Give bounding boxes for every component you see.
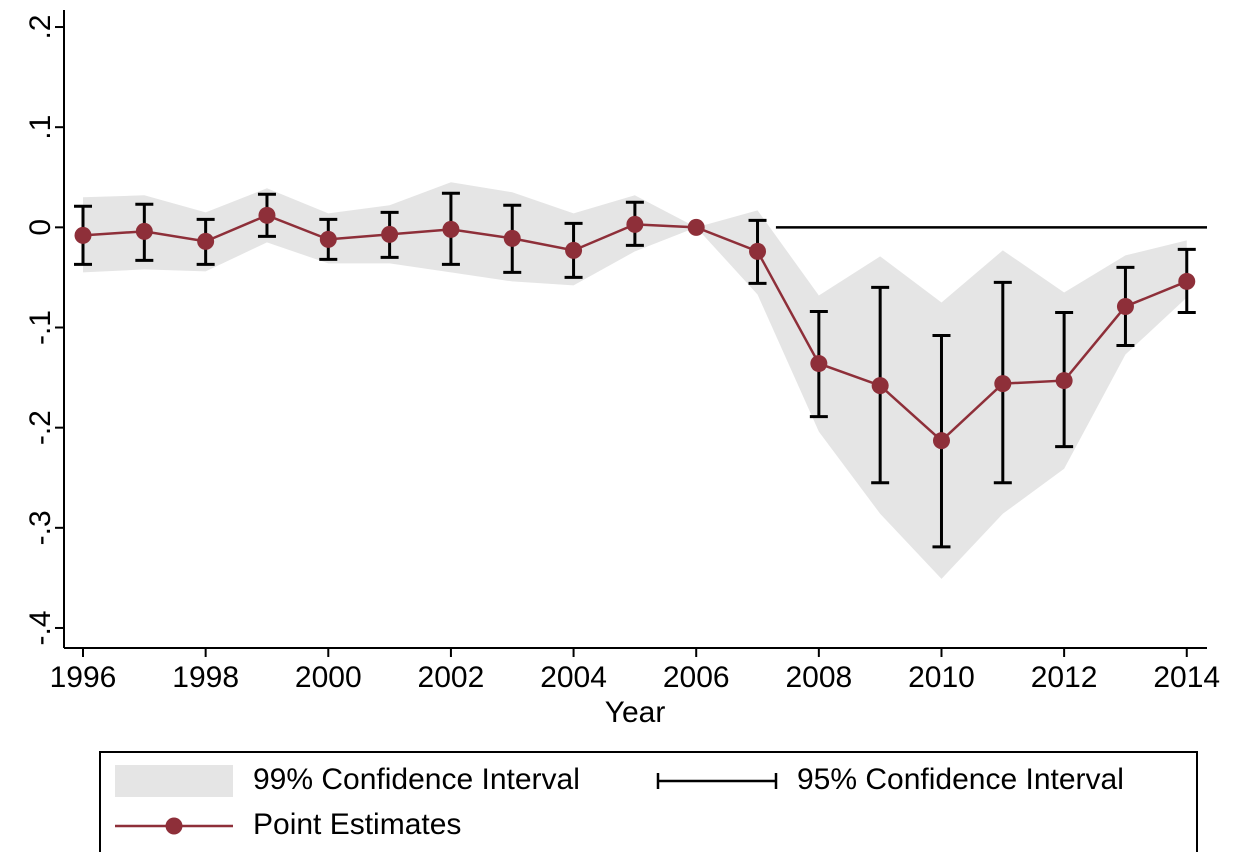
estimate-point xyxy=(197,232,215,250)
estimate-point xyxy=(871,377,889,395)
x-axis-title: Year xyxy=(605,696,666,729)
x-tick-label: 2002 xyxy=(418,661,485,694)
y-tick-label: -.2 xyxy=(24,410,57,445)
estimate-point xyxy=(932,432,950,450)
estimate-point xyxy=(749,242,767,260)
x-tick-label: 1998 xyxy=(172,661,239,694)
x-tick-label: 2006 xyxy=(663,661,730,694)
estimate-point xyxy=(565,241,583,259)
x-tick-label: 2000 xyxy=(295,661,362,694)
legend-box xyxy=(99,751,1198,852)
y-tick-label: -.1 xyxy=(24,310,57,345)
estimate-point xyxy=(626,215,644,233)
estimate-point xyxy=(135,222,153,240)
y-tick-label: -.3 xyxy=(24,510,57,545)
legend-swatch xyxy=(115,765,233,797)
y-tick-label: .1 xyxy=(24,115,57,140)
estimate-point xyxy=(74,226,92,244)
x-tick-label: 2012 xyxy=(1031,661,1098,694)
ci99-band xyxy=(83,182,1187,579)
estimate-point xyxy=(994,375,1012,393)
estimate-point xyxy=(810,355,828,373)
legend-label: 95% Confidence Interval xyxy=(797,763,1124,796)
x-tick-label: 2010 xyxy=(908,661,975,694)
estimate-point xyxy=(319,230,337,248)
y-tick-label: 0 xyxy=(24,219,57,236)
legend: 99% Confidence Interval 95% Confidence In… xyxy=(99,751,1198,852)
x-tick-label: 2014 xyxy=(1153,661,1220,694)
estimate-point xyxy=(258,206,276,224)
y-tick-label: .2 xyxy=(24,15,57,40)
estimate-point xyxy=(687,218,705,236)
y-tick-label: -.4 xyxy=(24,610,57,645)
legend-label: 99% Confidence Interval xyxy=(253,763,580,796)
estimate-point xyxy=(1178,272,1196,290)
estimate-point xyxy=(442,220,460,238)
x-tick-label: 2008 xyxy=(785,661,852,694)
estimate-point xyxy=(1116,297,1134,315)
estimate-point xyxy=(381,225,399,243)
x-tick-label: 2004 xyxy=(540,661,607,694)
legend-label: Point Estimates xyxy=(253,808,461,841)
estimate-point xyxy=(503,229,521,247)
legend-swatch xyxy=(165,817,183,835)
estimate-point xyxy=(1055,372,1073,390)
x-tick-label: 1996 xyxy=(50,661,117,694)
